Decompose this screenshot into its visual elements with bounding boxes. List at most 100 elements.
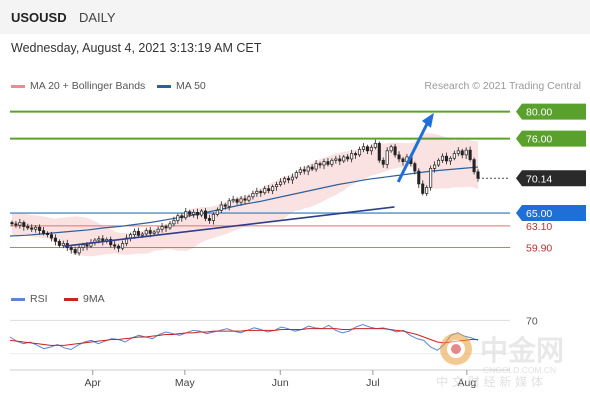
candle-body	[144, 230, 148, 235]
candle	[192, 209, 196, 218]
chart-datetime: Wednesday, August 4, 2021 3:13:19 AM CET	[11, 41, 262, 55]
candle-body	[14, 223, 18, 226]
legend-label-ma20: MA 20 + Bollinger Bands	[30, 80, 146, 92]
candle-body	[322, 161, 326, 166]
candle-body	[38, 226, 42, 231]
candle-body	[417, 170, 421, 185]
candle-body	[203, 210, 208, 219]
candlesticks	[10, 139, 480, 256]
candle-body	[425, 186, 429, 194]
candle-body	[310, 166, 314, 170]
candle	[203, 208, 208, 222]
chart-header: USOUSD DAILY	[0, 0, 590, 34]
candle-body	[456, 150, 460, 154]
candle	[243, 195, 247, 205]
candle-body	[334, 158, 338, 161]
candle	[436, 158, 441, 168]
level-label-59.90: 59.90	[526, 243, 552, 255]
candle	[184, 208, 188, 220]
candle-body	[34, 226, 38, 230]
price-levels	[10, 110, 510, 249]
candle-body	[401, 158, 405, 162]
candle	[350, 149, 354, 163]
candle-body	[314, 163, 318, 170]
timeframe-label[interactable]: DAILY	[79, 10, 116, 25]
candle-body	[385, 150, 389, 165]
candle-body	[271, 186, 275, 192]
candle-body	[57, 241, 61, 246]
candle	[211, 212, 215, 225]
candle	[219, 201, 223, 214]
candle	[42, 226, 46, 236]
candle-body	[393, 146, 397, 156]
bollinger-band-area	[11, 132, 479, 257]
x-tick-label: Jun	[272, 377, 289, 389]
candle	[358, 146, 362, 157]
candle	[22, 220, 26, 231]
candle-body	[318, 163, 322, 166]
candle	[302, 166, 306, 175]
candle	[164, 224, 168, 232]
legend-label-rsi: RSI	[30, 293, 48, 305]
candle-body	[215, 209, 219, 215]
candle-body	[117, 245, 121, 249]
candle-body	[85, 244, 89, 247]
candle-body	[196, 211, 200, 216]
candle	[235, 197, 239, 205]
symbol-label: USOUSD	[11, 10, 67, 25]
candle	[223, 202, 227, 210]
candle	[251, 190, 255, 200]
candle	[132, 228, 136, 239]
candle-body	[42, 230, 46, 234]
candle	[448, 156, 452, 166]
candle	[326, 157, 330, 167]
candle-body	[440, 155, 445, 161]
candle-body	[444, 155, 448, 162]
watermark-url: CNGOLD.COM.CN	[483, 365, 556, 375]
candle-body	[460, 150, 464, 156]
candle	[18, 218, 22, 229]
candle	[10, 220, 14, 226]
candle	[69, 245, 73, 254]
level-tag-76.00	[516, 130, 586, 147]
trendlines	[64, 112, 434, 247]
candle-body	[346, 156, 350, 160]
candle-body	[152, 231, 156, 234]
candle-body	[290, 176, 294, 181]
candle	[298, 166, 302, 176]
candle-body	[373, 143, 377, 148]
x-tick-label: May	[175, 377, 196, 389]
watermark-logo-core	[451, 344, 461, 354]
candle	[310, 164, 314, 172]
legend-9ma: 9MA	[64, 293, 105, 305]
candle-body	[200, 210, 204, 216]
candle	[306, 165, 310, 176]
candle	[77, 243, 81, 256]
candle-body	[45, 232, 50, 236]
candle-body	[377, 143, 381, 161]
candle	[34, 225, 38, 233]
candle-body	[239, 198, 243, 203]
candle-body	[132, 230, 136, 236]
candle	[247, 194, 251, 203]
candle-body	[275, 184, 279, 187]
candle-body	[326, 161, 330, 165]
candle	[377, 141, 381, 163]
candle-body	[73, 249, 77, 254]
candle	[464, 147, 468, 159]
projection-arrow-head	[421, 112, 434, 128]
candle-body	[429, 168, 433, 188]
level-tag-text-80.00: 80.00	[526, 107, 552, 119]
candle-body	[389, 146, 393, 152]
candle	[180, 212, 184, 222]
candle	[255, 187, 259, 197]
candle	[30, 224, 34, 232]
candle	[444, 152, 448, 165]
cngold-watermark: 中金网 CNGOLD.COM.CN 中 文 财 经 新 媒 体	[436, 333, 564, 389]
candle-body	[192, 211, 196, 215]
candle-body	[365, 146, 369, 152]
candle-body	[472, 159, 476, 173]
candle	[318, 161, 322, 169]
candle-body	[306, 166, 310, 172]
